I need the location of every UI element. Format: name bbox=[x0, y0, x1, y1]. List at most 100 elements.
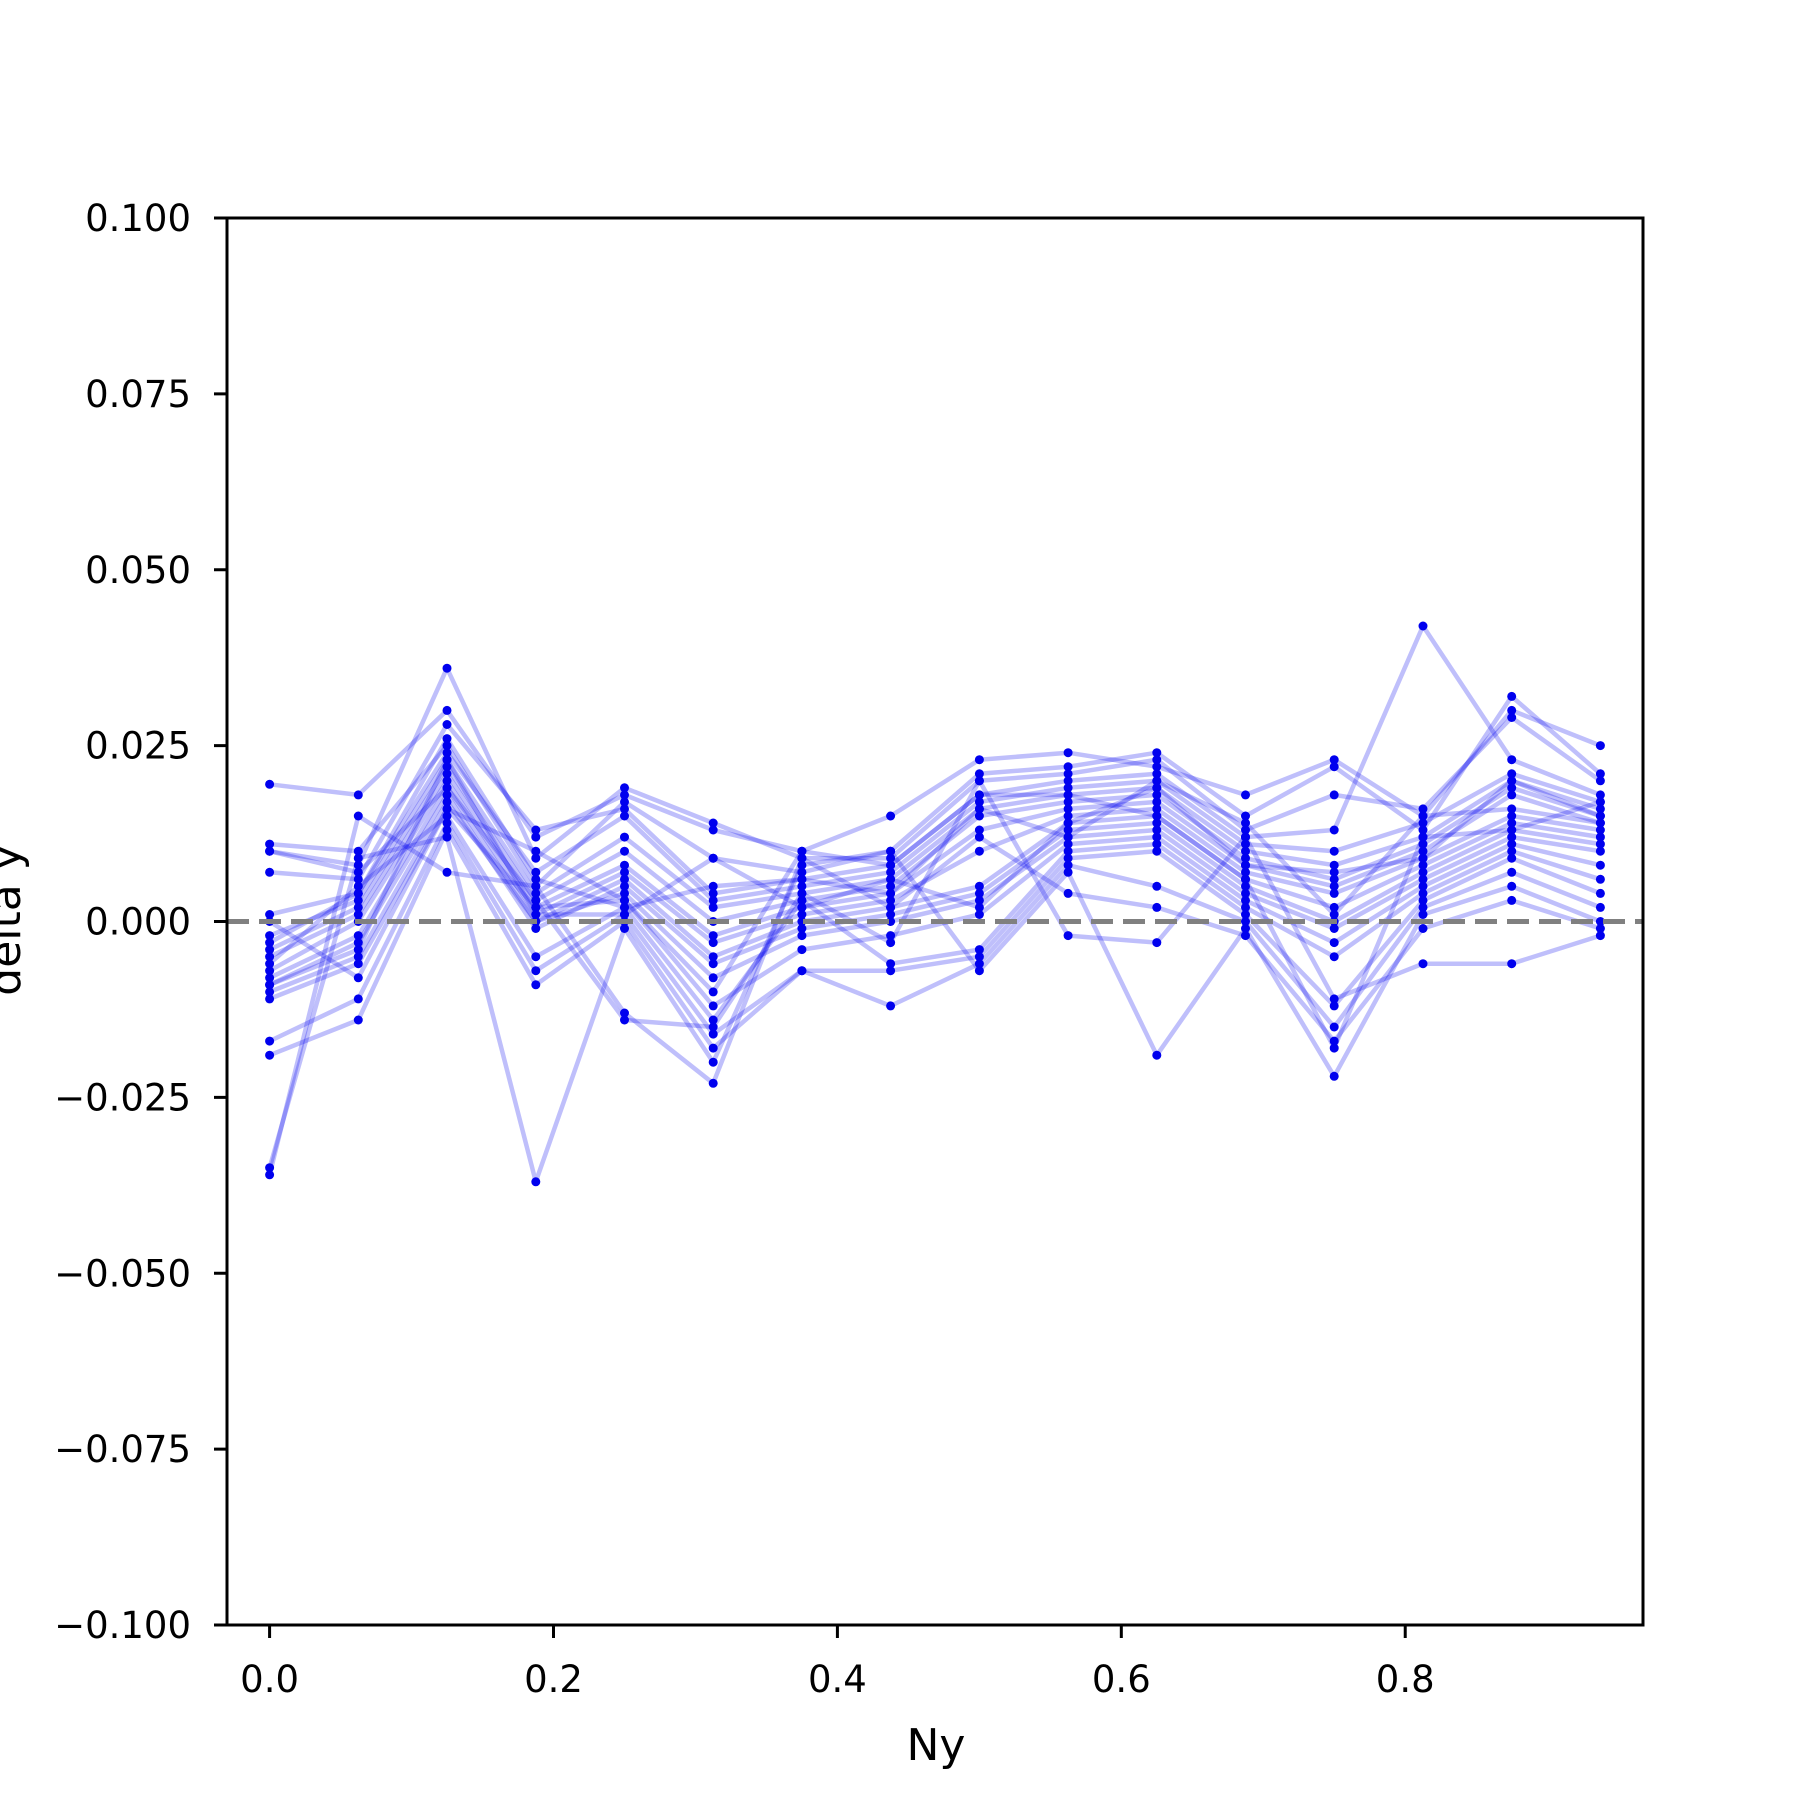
series-line bbox=[269, 778, 1602, 1030]
data-point bbox=[265, 987, 275, 997]
data-point bbox=[1063, 776, 1073, 786]
data-point bbox=[797, 966, 807, 976]
data-point bbox=[708, 1015, 718, 1025]
data-point bbox=[1507, 776, 1517, 786]
data-point bbox=[1329, 1001, 1339, 1011]
data-point bbox=[1063, 783, 1073, 793]
data-point bbox=[1152, 790, 1162, 800]
data-point bbox=[1329, 874, 1339, 884]
data-point bbox=[1418, 888, 1428, 898]
data-point bbox=[886, 853, 896, 863]
data-point bbox=[531, 902, 541, 912]
data-point bbox=[442, 776, 452, 786]
data-point bbox=[1329, 1043, 1339, 1053]
data-point bbox=[1329, 1036, 1339, 1046]
data-point bbox=[1418, 867, 1428, 877]
data-point bbox=[1595, 741, 1605, 751]
data-point bbox=[1241, 902, 1250, 912]
data-point bbox=[1595, 888, 1605, 898]
data-point bbox=[1329, 888, 1339, 898]
data-point bbox=[1595, 924, 1605, 933]
data-point bbox=[442, 790, 452, 800]
data-point bbox=[620, 867, 629, 877]
data-point bbox=[265, 910, 275, 919]
data-point bbox=[1507, 713, 1517, 722]
y-tick-label: 0.075 bbox=[85, 373, 191, 416]
data-point bbox=[531, 966, 541, 976]
y-tick-label: 0.025 bbox=[85, 725, 191, 768]
data-point bbox=[353, 959, 363, 969]
data-point bbox=[1595, 846, 1605, 856]
data-point bbox=[1418, 811, 1428, 821]
data-point bbox=[974, 832, 984, 842]
data-point bbox=[886, 910, 896, 919]
data-point bbox=[620, 783, 629, 793]
y-tick-label: −0.025 bbox=[54, 1076, 191, 1119]
data-point bbox=[974, 952, 984, 962]
data-point bbox=[1418, 895, 1428, 905]
axes-layer: 0.100 0.075 0.050 0.025 0.000 −0.025 −0.050 −0.… bbox=[54, 197, 1645, 1701]
data-point bbox=[353, 881, 363, 891]
series-line bbox=[268, 799, 1601, 994]
data-point bbox=[1507, 783, 1517, 793]
y-tick-label: 0.050 bbox=[85, 549, 191, 592]
data-point bbox=[708, 1022, 718, 1032]
data-point bbox=[353, 867, 363, 877]
data-point bbox=[442, 705, 452, 715]
data-point bbox=[708, 938, 718, 948]
data-point bbox=[1152, 755, 1162, 765]
data-point bbox=[708, 818, 718, 828]
data-point bbox=[1152, 938, 1162, 948]
data-point bbox=[1595, 825, 1605, 835]
data-point bbox=[1418, 832, 1428, 842]
data-point bbox=[797, 931, 807, 941]
data-point bbox=[1595, 839, 1605, 849]
data-point bbox=[1329, 902, 1339, 912]
data-point bbox=[353, 874, 363, 884]
data-point bbox=[265, 1170, 275, 1180]
data-point bbox=[708, 895, 718, 905]
y-tick-label: 0.100 bbox=[85, 197, 191, 240]
data-point bbox=[1241, 874, 1250, 884]
data-point bbox=[442, 734, 452, 744]
data-point bbox=[886, 888, 896, 898]
series-line bbox=[267, 834, 1602, 1185]
data-point bbox=[442, 783, 452, 793]
data-point bbox=[620, 846, 629, 856]
data-point bbox=[886, 811, 896, 821]
data-point bbox=[1152, 846, 1162, 856]
data-point bbox=[265, 938, 275, 948]
data-point bbox=[886, 874, 896, 884]
x-tick-label: 0.8 bbox=[1376, 1658, 1435, 1701]
data-point bbox=[531, 846, 541, 856]
data-point bbox=[1418, 818, 1428, 828]
data-point bbox=[620, 832, 629, 842]
series-line bbox=[269, 694, 1602, 889]
data-point bbox=[265, 945, 275, 955]
x-tick-label: 0.2 bbox=[524, 1658, 583, 1701]
data-point bbox=[1063, 748, 1073, 758]
data-point bbox=[442, 832, 452, 842]
data-point bbox=[1507, 811, 1517, 821]
data-point bbox=[974, 902, 984, 912]
data-point bbox=[797, 924, 807, 933]
series-line bbox=[268, 806, 1601, 1009]
data-point bbox=[531, 825, 541, 835]
data-point bbox=[708, 959, 718, 969]
data-point bbox=[1507, 755, 1517, 765]
data-point bbox=[1507, 895, 1517, 905]
data-point bbox=[1595, 931, 1605, 941]
data-point bbox=[353, 860, 363, 870]
data-point bbox=[531, 924, 541, 933]
data-point bbox=[353, 888, 363, 898]
data-point bbox=[353, 952, 363, 962]
data-point bbox=[1595, 776, 1605, 786]
data-point bbox=[265, 1050, 275, 1060]
data-point bbox=[353, 910, 363, 919]
data-point bbox=[353, 931, 363, 941]
data-point bbox=[442, 741, 452, 751]
data-point bbox=[1241, 888, 1250, 898]
series-layer bbox=[265, 621, 1605, 1187]
data-point bbox=[1152, 776, 1162, 786]
series-16 bbox=[265, 825, 1605, 1060]
